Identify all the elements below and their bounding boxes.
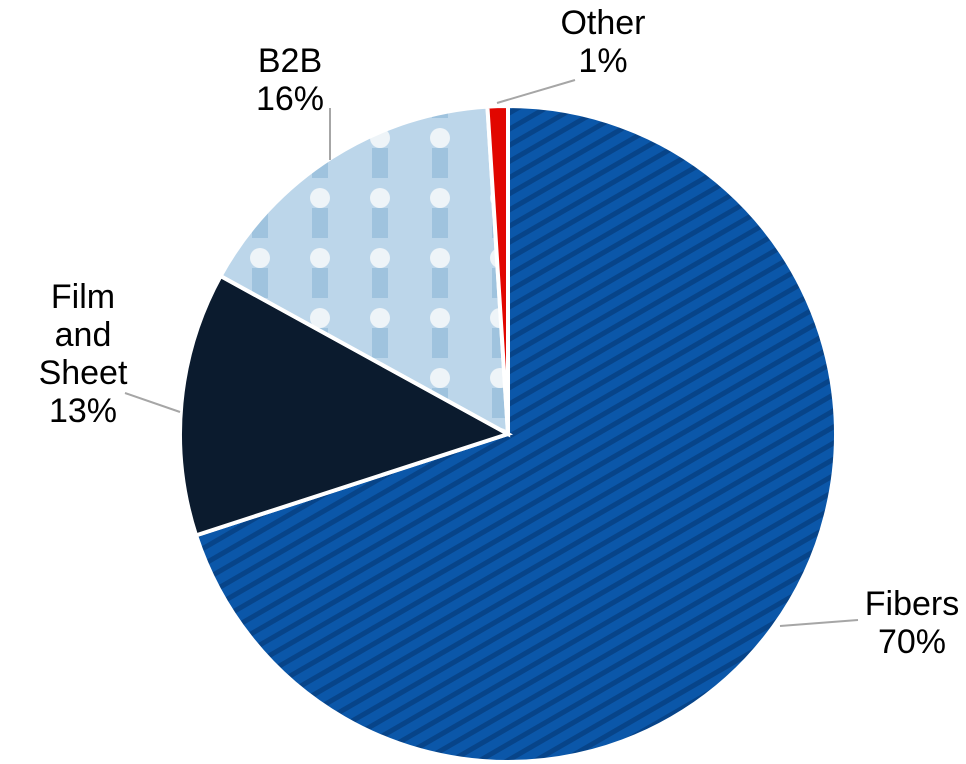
value-label: 1% [578,42,628,80]
pie-slice [485,103,510,435]
category-label: B2B [257,42,323,80]
pie-slice [217,104,511,438]
pie-slice [178,273,514,538]
slice-label: Fibers 70% [827,585,966,661]
pie-slice [193,103,838,764]
category-label: Other [560,4,646,42]
value-label: 16% [255,80,325,118]
category-label: Film and Sheet [38,278,128,392]
value-label: 70% [877,623,947,661]
leader-line [779,619,859,627]
slice-label: Film and Sheet 13% [3,278,163,430]
slice-label: Other 1% [518,4,688,80]
category-label: Fibers [864,585,960,623]
value-label: 13% [48,392,118,430]
leader-line [496,79,576,104]
slice-label: B2B 16% [205,42,375,118]
leader-line [124,392,181,413]
